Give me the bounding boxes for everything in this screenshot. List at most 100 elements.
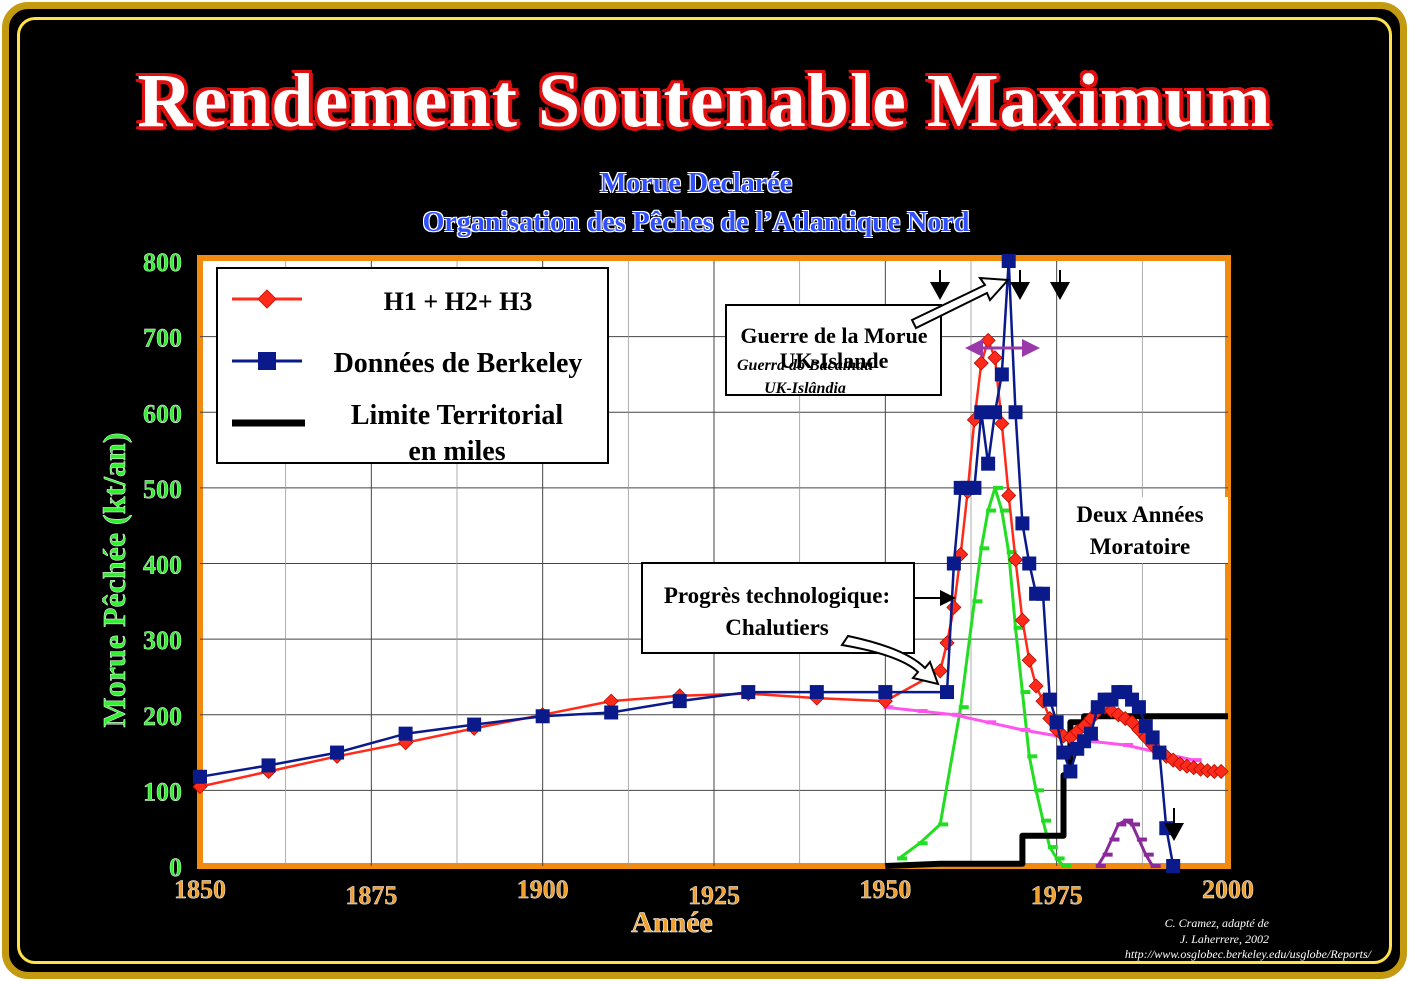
berkeley-point <box>1022 556 1037 571</box>
h123-point <box>987 350 1003 366</box>
berkeley-point <box>1049 715 1064 730</box>
berkeley-point <box>1015 516 1030 531</box>
berkeley-point <box>1138 719 1153 734</box>
h123-point <box>1021 652 1037 668</box>
y-tick-label-700: 700 <box>143 324 182 353</box>
berkeley-point <box>1145 730 1160 745</box>
tick-labels: 0 100 200 300 400 500 600 700 800 1850 1875 1900 192… <box>143 248 1254 910</box>
berkeley-point <box>467 717 482 732</box>
h123-point <box>1014 612 1030 628</box>
berkeley-point <box>741 685 756 700</box>
legend-berkeley-marker <box>258 352 276 370</box>
berkeley-point <box>878 685 893 700</box>
technology-label-line2: Chalutiers <box>725 615 829 640</box>
h123-point <box>1028 678 1044 694</box>
credit-line2: J. Laherrere, 2002 <box>1179 932 1269 946</box>
h123-point <box>1007 552 1024 568</box>
technology-box <box>641 562 915 654</box>
series-layer <box>192 254 1229 873</box>
range-arrow-right <box>1022 339 1040 357</box>
x-tick-label-1925: 1925 <box>688 881 740 910</box>
h123-point <box>932 663 948 679</box>
event-marker-1972 <box>1010 282 1030 300</box>
moratorium-label-line2: Moratoire <box>1090 534 1190 559</box>
x-tick-label-1975: 1975 <box>1031 881 1083 910</box>
x-tick-label-1875: 1875 <box>345 881 397 910</box>
berkeley-point <box>193 769 207 784</box>
event-marker-1975 <box>1050 282 1070 300</box>
event-marker-1958 <box>930 282 950 300</box>
berkeley-point <box>1008 405 1023 420</box>
y-tick-label-600: 600 <box>143 399 182 428</box>
cod-war-pt-line2: UK-Islândia <box>764 380 846 397</box>
h123-point <box>994 416 1010 432</box>
slide-frame-inner <box>17 17 1392 964</box>
berkeley-point <box>1063 764 1078 779</box>
moratorium-label-line1: Deux Années <box>1076 502 1203 527</box>
berkeley-point <box>1131 700 1146 715</box>
technology-arrow <box>840 634 940 686</box>
berkeley-point <box>535 709 550 724</box>
h123-point <box>1213 763 1229 780</box>
slide-title: Rendement Soutenable Maximum <box>137 59 1272 143</box>
legend-berkeley-label: Données de Berkeley <box>334 348 583 379</box>
x-tick-label-2000: 2000 <box>1202 875 1254 904</box>
technology-annotation: Progrès technologique: Chalutiers <box>641 562 956 686</box>
cod-war-box <box>725 304 942 396</box>
y-tick-label-0: 0 <box>169 853 182 882</box>
legend-h123-marker <box>257 289 277 309</box>
y-tick-label-400: 400 <box>143 551 182 580</box>
berkeley-point <box>981 456 996 471</box>
event-markers <box>930 270 1184 841</box>
x-axis-title: Année <box>631 906 713 939</box>
cod-war-label-line2: UK-Islande <box>780 348 889 373</box>
berkeley-point <box>940 685 955 700</box>
legend-h123-label: H1 + H2+ H3 <box>384 287 533 316</box>
berkeley-point <box>1083 726 1098 741</box>
series-line-4 <box>885 705 1195 762</box>
technology-pointer-head <box>940 590 956 606</box>
x-tick-label-1900: 1900 <box>517 875 569 904</box>
x-tick-label-1950: 1950 <box>859 875 911 904</box>
berkeley-point <box>809 685 824 700</box>
technology-label-line1: Progrès technologique: <box>664 583 890 608</box>
berkeley-point <box>398 726 413 741</box>
range-arrow-left <box>965 339 983 357</box>
moratorium-annotation: Deux Années Moratoire <box>1062 497 1228 563</box>
berkeley-point <box>1035 586 1050 601</box>
y-axis-title: Morue Pêchée (kt/an) <box>96 432 132 727</box>
h123-point <box>1001 487 1017 504</box>
legend-limit-label-line1: Limite Territorial <box>351 400 564 431</box>
berkeley-point <box>946 556 961 571</box>
credit-line1: C. Cramez, adapté de <box>1164 916 1269 930</box>
berkeley-point <box>994 367 1009 382</box>
berkeley-point <box>967 480 982 495</box>
h123-point <box>1110 707 1126 723</box>
cod-war-annotation: Guerre de la Morue UK-Islande Guerra do … <box>725 276 1040 397</box>
berkeley-point <box>974 405 989 420</box>
berkeley-point <box>1166 859 1181 873</box>
cod-war-pt-line1: Guerra do Bacalhau <box>737 357 873 374</box>
berkeley-point <box>261 758 276 773</box>
berkeley-point <box>987 405 1002 420</box>
y-tick-label-200: 200 <box>143 702 182 731</box>
chart-subtitle-line2: Organisation des Pêches de l’Atlantique … <box>422 207 970 238</box>
cod-war-arrow <box>910 276 1011 330</box>
berkeley-point <box>1001 254 1016 268</box>
moratorium-box <box>1062 497 1228 563</box>
y-tick-label-500: 500 <box>143 475 182 504</box>
series-line-3 <box>898 486 1065 868</box>
legend: H1 + H2+ H3 Données de Berkeley Limite T… <box>216 267 609 467</box>
y-tick-label-300: 300 <box>143 626 182 655</box>
h123-point <box>973 355 989 371</box>
berkeley-point <box>604 705 619 720</box>
berkeley-point <box>330 745 345 760</box>
y-tick-label-100: 100 <box>143 777 182 806</box>
y-tick-label-800: 800 <box>143 248 182 277</box>
berkeley-point <box>1042 692 1057 707</box>
berkeley-point <box>672 694 687 709</box>
cod-war-label-line1: Guerre de la Morue <box>740 323 927 348</box>
berkeley-point <box>1152 745 1167 760</box>
chart-subtitle-line1: Morue Declarée <box>600 168 792 199</box>
